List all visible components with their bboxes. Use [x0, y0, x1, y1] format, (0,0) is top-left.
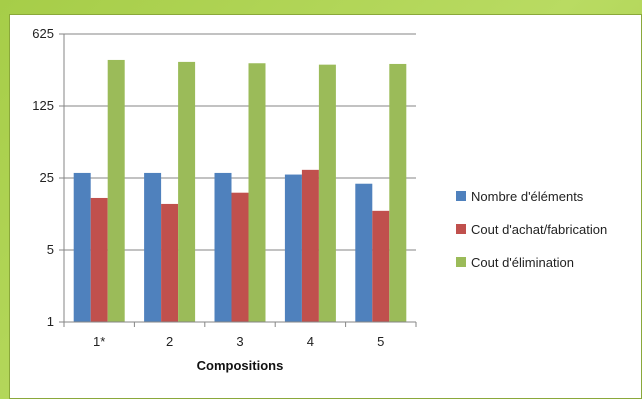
bar	[372, 210, 390, 322]
legend-swatch	[456, 224, 466, 234]
x-tick-label: 1*	[93, 334, 105, 349]
bar	[73, 172, 91, 322]
y-tick-label: 25	[40, 170, 54, 185]
y-tick-labels: 1 5 25 125 625	[32, 26, 54, 329]
bar	[248, 63, 266, 323]
y-tick-label: 125	[32, 98, 54, 113]
bar	[90, 197, 108, 322]
x-tick-label: 2	[166, 334, 173, 349]
y-tick-label: 5	[47, 242, 54, 257]
bar	[231, 192, 249, 322]
bar	[178, 61, 196, 323]
bar	[389, 63, 407, 323]
bar	[301, 169, 319, 322]
bar	[144, 172, 162, 322]
legend-label: Cout d'élimination	[471, 254, 574, 270]
x-tick-label: 4	[307, 334, 314, 349]
x-tick-label: 5	[377, 334, 384, 349]
chart-panel: 1 5 25 125 625 1* 2 3 4 5 Compositions Nombre d'…	[9, 14, 642, 399]
bars	[73, 59, 407, 323]
legend-label: Cout d'achat/fabrication	[471, 221, 608, 237]
y-tick-label: 1	[47, 314, 54, 329]
bar	[161, 203, 179, 322]
bar	[318, 64, 336, 322]
x-tick-label: 3	[236, 334, 243, 349]
x-tick-labels: 1* 2 3 4 5	[93, 334, 384, 349]
legend-item: Nombre d'éléments	[456, 185, 607, 207]
legend-swatch	[456, 257, 466, 267]
bar-chart: 1 5 25 125 625 1* 2 3 4 5 Compositions	[32, 26, 417, 373]
legend-label: Nombre d'éléments	[471, 188, 584, 204]
bar	[355, 183, 373, 322]
bar	[214, 172, 232, 322]
legend-swatch	[456, 191, 466, 201]
bar	[107, 59, 125, 322]
bar	[284, 174, 302, 322]
y-tick-label: 625	[32, 26, 54, 41]
legend: Nombre d'éléments Cout d'achat/fabricatio…	[456, 185, 607, 284]
legend-item: Cout d'achat/fabrication	[456, 218, 607, 240]
legend-item: Cout d'élimination	[456, 251, 607, 273]
x-axis-title: Compositions	[197, 358, 284, 373]
axes	[59, 33, 417, 327]
